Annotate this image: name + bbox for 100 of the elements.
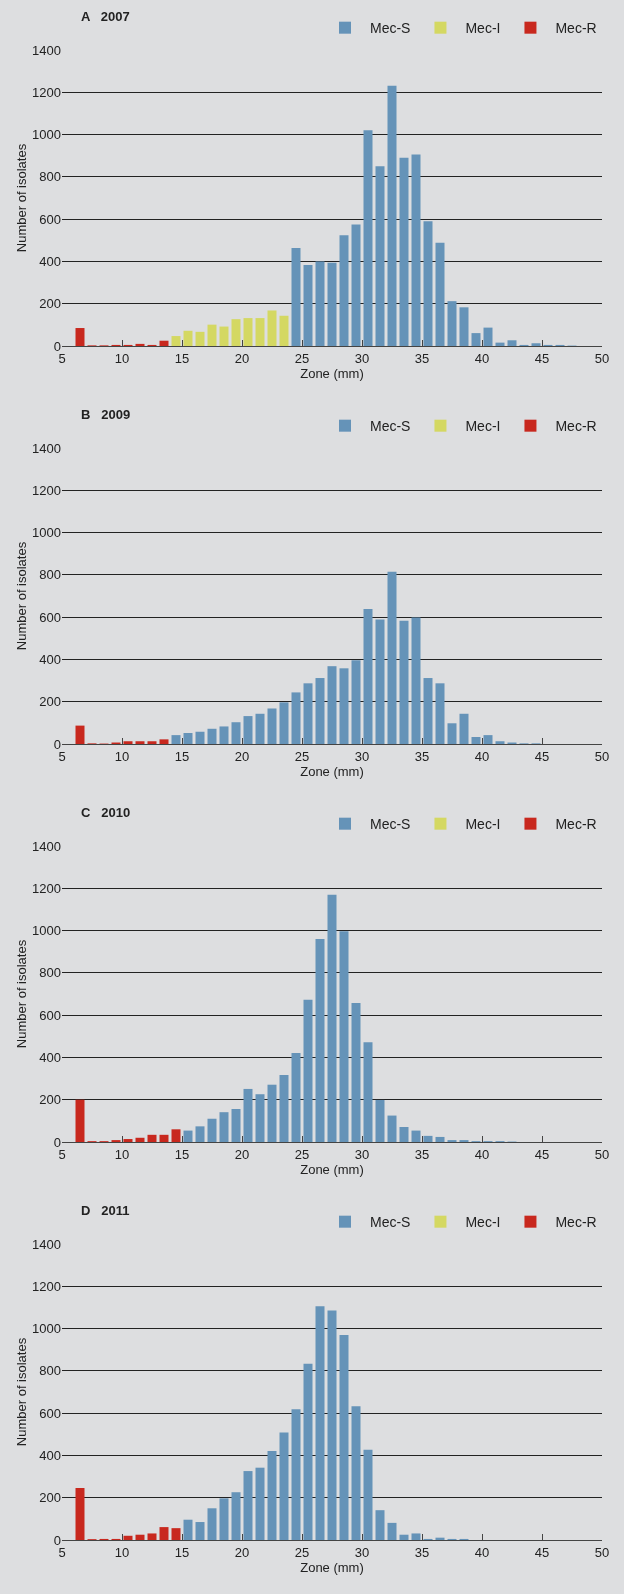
x-tick-label: 15 [174,1544,190,1560]
y-tick-label: 1400 [32,42,61,58]
bar [303,683,313,744]
x-tick-label: 15 [174,350,190,366]
x-tick-label: 50 [594,350,610,366]
y-tick-label: 200 [39,694,61,710]
bar [171,336,181,346]
bar [327,262,337,346]
bar [279,315,289,346]
x-tick-label: 30 [354,748,370,764]
bar [435,1136,445,1142]
y-tick-label: 1200 [32,482,61,498]
y-tick-label: 400 [39,1049,61,1065]
y-tick-label: 400 [39,651,61,667]
y-tick-label: 1000 [32,923,61,939]
x-tick-label: 10 [114,1544,130,1560]
bar [459,713,469,744]
bar [123,1535,133,1540]
bar [375,166,385,346]
bar [387,1115,397,1142]
bar [267,1084,277,1142]
y-tick-label: 200 [39,1092,61,1108]
y-tick-label: 0 [53,338,61,354]
chart-title: C 2010 [81,805,131,821]
bar [387,85,397,346]
bar [303,265,313,346]
bar [183,733,193,744]
bar [279,1074,289,1142]
x-tick-label: 25 [294,748,310,764]
y-tick-label: 0 [53,736,61,752]
bar [75,1487,85,1540]
bar [447,723,457,744]
y-tick-label: 1200 [32,1278,61,1294]
bar [183,330,193,346]
x-tick-label: 30 [354,350,370,366]
y-tick-label: 200 [39,296,61,312]
bar [423,678,433,744]
bar [243,716,253,744]
y-tick-label: 400 [39,1447,61,1463]
bar [183,1519,193,1540]
bar [207,1508,217,1540]
bar [207,728,217,744]
chart-title: B 2009 [81,407,131,423]
bar [207,1118,217,1142]
x-tick-label: 20 [234,1146,250,1162]
x-tick-label: 35 [414,1146,430,1162]
x-tick-label: 10 [114,748,130,764]
x-tick-label: 25 [294,350,310,366]
x-tick-label: 40 [474,350,490,366]
bar [267,310,277,346]
y-tick-label: 1000 [32,525,61,541]
x-axis-title: Zone (mm) [300,763,364,779]
x-tick-label: 25 [294,1544,310,1560]
x-tick-label: 45 [534,1544,550,1560]
bar [291,1052,301,1142]
bar [255,1467,265,1540]
legend-label: Mec-S [370,418,411,435]
x-tick-label: 20 [234,350,250,366]
bar [327,894,337,1142]
bar [159,1527,169,1540]
x-tick-label: 40 [474,1146,490,1162]
bar [135,343,145,346]
bar [351,1002,361,1142]
y-tick-label: 800 [39,965,61,981]
bar [435,242,445,346]
bar [231,722,241,744]
bar [351,1406,361,1540]
y-tick-label: 600 [39,1405,61,1421]
bar [483,327,493,346]
bar [291,1409,301,1540]
bar [135,1137,145,1142]
bar [471,333,481,346]
bar [447,301,457,346]
bar [279,1432,289,1540]
y-tick-label: 1200 [32,880,61,896]
y-axis-title: Number of isolates [14,143,29,253]
x-tick-label: 10 [114,1146,130,1162]
bar [399,1534,409,1540]
bar [243,1471,253,1540]
bar [159,340,169,346]
bar [507,340,517,346]
bar [483,735,493,744]
bar [279,702,289,744]
bar [231,1492,241,1540]
legend-label: Mec-R [555,816,597,833]
bar [339,668,349,744]
x-tick-label: 5 [58,748,66,764]
legend-label: Mec-R [555,1214,597,1231]
x-tick-label: 40 [474,748,490,764]
bar [339,1334,349,1540]
bar [219,1112,229,1142]
bar [387,1522,397,1540]
bar [267,708,277,744]
bar [207,324,217,346]
bar [495,342,505,346]
bar [123,741,133,744]
x-tick-label: 15 [174,748,190,764]
y-tick-label: 600 [39,609,61,625]
bar [411,1533,421,1540]
bar [171,1129,181,1142]
